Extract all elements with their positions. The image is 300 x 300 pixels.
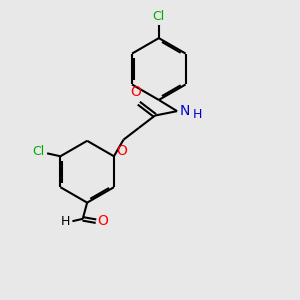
Text: Cl: Cl xyxy=(32,146,44,158)
Text: N: N xyxy=(179,103,190,118)
Text: H: H xyxy=(192,108,202,121)
Text: O: O xyxy=(98,214,108,228)
Text: Cl: Cl xyxy=(153,10,165,23)
Text: O: O xyxy=(130,85,141,99)
Text: O: O xyxy=(117,143,128,158)
Text: H: H xyxy=(61,215,70,228)
